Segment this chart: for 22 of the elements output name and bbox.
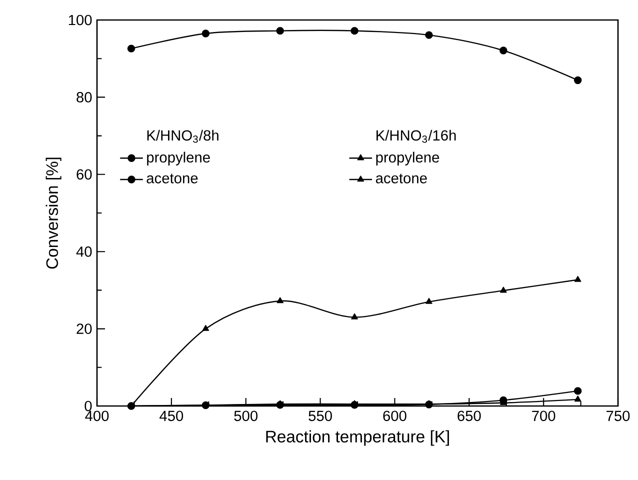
x-tick-label: 600 xyxy=(383,410,406,422)
annotation: K/HNO$_{3}$/16h xyxy=(376,130,456,143)
y-tick-label: 100 xyxy=(68,14,92,26)
x-tick-label: 500 xyxy=(234,410,258,422)
y-tick-label: 40 xyxy=(76,246,92,257)
x-tick-label: 450 xyxy=(160,410,184,422)
x-tick-label: 650 xyxy=(458,410,481,422)
legend-label: propylene xyxy=(376,152,440,166)
y-axis-title: Conversion [%] xyxy=(46,158,62,269)
y-tick-label: 0 xyxy=(84,400,92,412)
x-axis-title: Reaction temperature [K] xyxy=(266,430,449,446)
y-tick-label: 80 xyxy=(76,92,92,102)
legend-label: acetone xyxy=(146,174,198,184)
y-tick-label: 20 xyxy=(76,324,92,334)
x-tick-label: 400 xyxy=(85,410,109,422)
legend-label: acetone xyxy=(376,174,427,184)
x-tick-label: 700 xyxy=(532,410,556,422)
legend-label: propylene xyxy=(147,152,210,166)
annotation: K/HNO$_{3}$/8h xyxy=(147,130,218,143)
y-tick-label: 60 xyxy=(76,169,92,180)
x-tick-label: 750 xyxy=(606,410,630,422)
x-tick-label: 550 xyxy=(308,410,332,422)
